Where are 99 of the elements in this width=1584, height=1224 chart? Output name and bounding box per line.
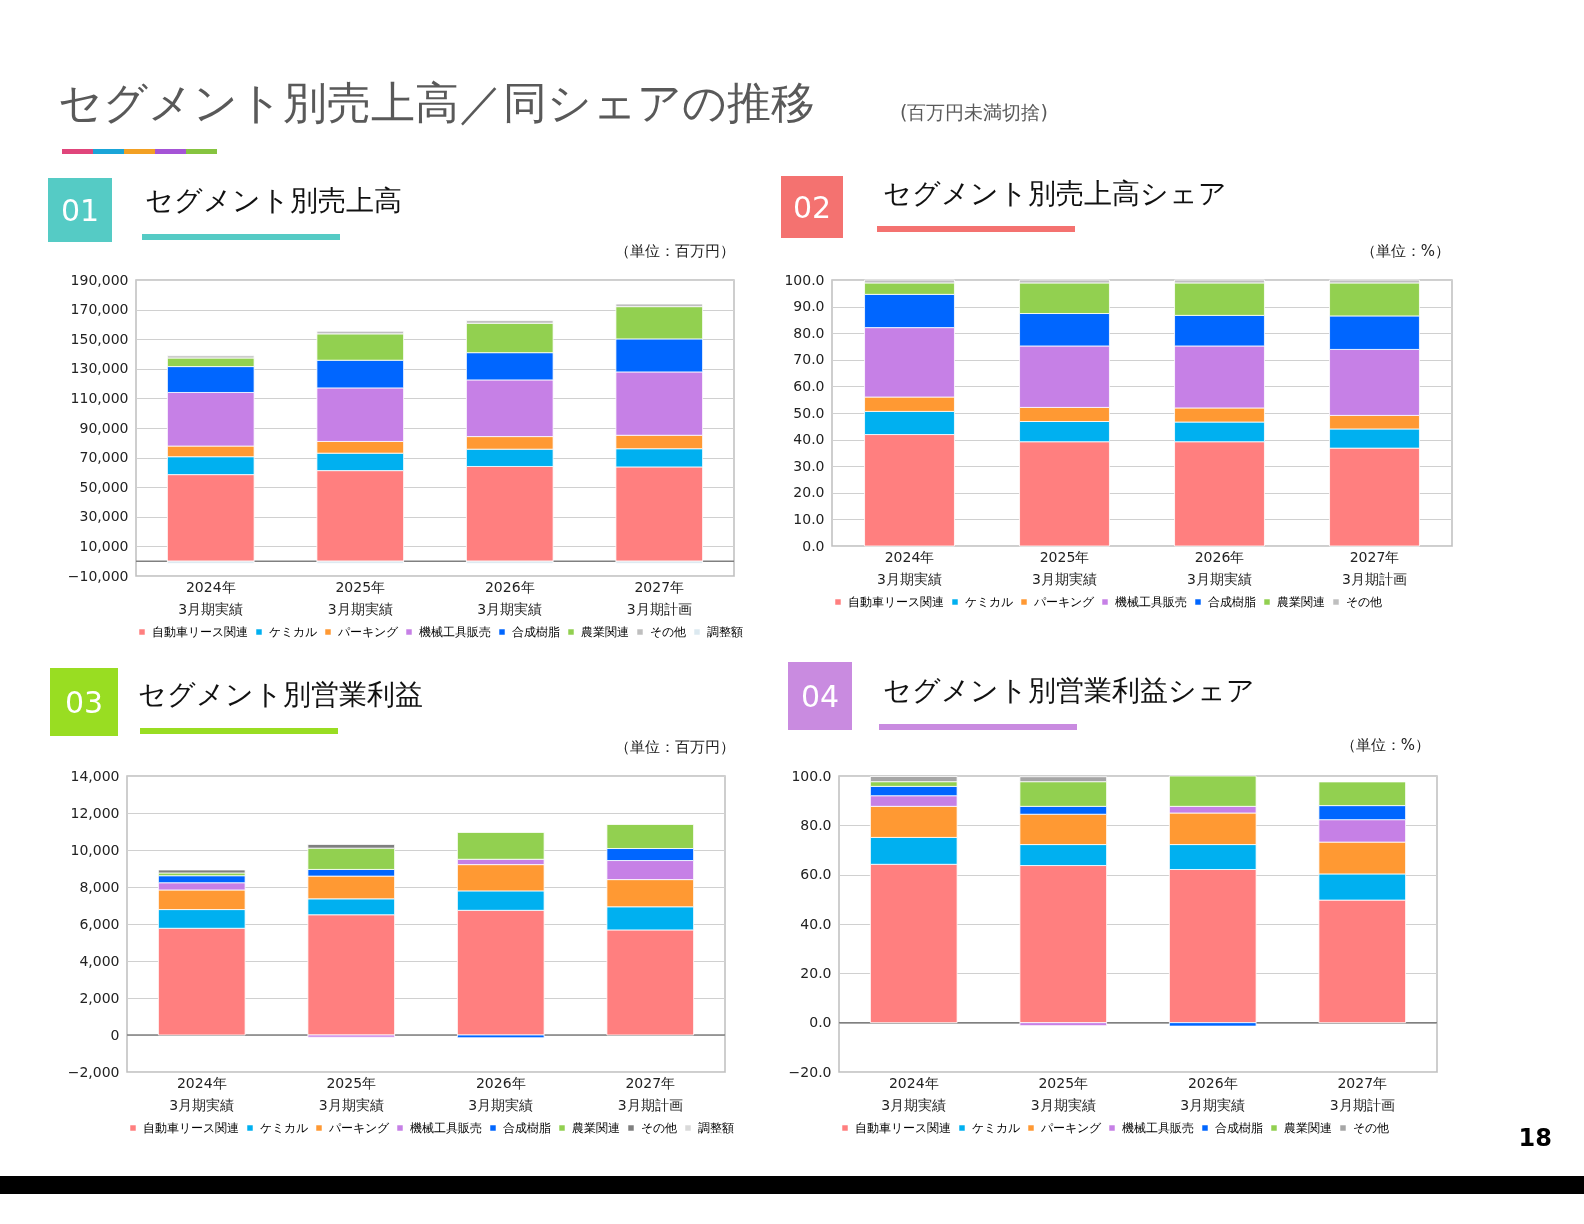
y-tick-label: 0.0 (802, 537, 825, 554)
legend-label: パーキング (328, 1121, 390, 1135)
legend-label: 機械工具販売 (1115, 595, 1187, 609)
y-tick-label: 30.0 (793, 457, 825, 474)
legend-label: 合成樹脂 (512, 625, 560, 639)
y-tick-label: 0.0 (809, 1014, 832, 1031)
y-tick-label: 90.0 (793, 298, 825, 315)
legend-label: その他 (1353, 1121, 1389, 1135)
chart-title: セグメント別売上高シェア (883, 176, 1227, 212)
chart-title: セグメント別営業利益シェア (883, 673, 1255, 709)
y-axis-title: （単位：%） (1360, 242, 1450, 261)
y-tick-label: 100.0 (784, 271, 825, 288)
text: (百万円未満切捨) (900, 100, 1048, 125)
legend-label: 自動車リース関連 (143, 1121, 239, 1135)
y-tick-label: 8,000 (79, 878, 120, 895)
y-tick-label: 0 (110, 1026, 120, 1043)
text: セグメント別売上高／同シェアの推移 (58, 76, 815, 130)
legend-label: ケミカル (972, 1121, 1020, 1135)
y-tick-label: 50.0 (793, 404, 825, 421)
y-axis-title: （単位：百万円） (615, 242, 735, 261)
y-tick-label: 100.0 (791, 767, 832, 784)
x-tick-label: 2026年 3月期実績 (477, 578, 543, 617)
legend-label: ケミカル (260, 1121, 308, 1135)
x-tick-label: 2025年 3月期実績 (1032, 548, 1097, 587)
x-tick-label: 2026年 3月期実績 (1187, 548, 1252, 587)
chart-title: セグメント別売上高 (145, 183, 402, 219)
legend-label: 農業関連 (1284, 1121, 1332, 1135)
y-tick-label: 70,000 (79, 449, 129, 466)
y-tick-label: 90,000 (79, 419, 129, 436)
x-tick-label: 2024年 3月期実績 (877, 548, 942, 587)
y-tick-label: −2,000 (67, 1063, 120, 1080)
y-tick-label: −10,000 (67, 567, 129, 584)
y-tick-label: 190,000 (70, 271, 129, 288)
text: 04 (788, 662, 852, 730)
x-tick-label: 2027年 3月期計画 (1329, 1074, 1395, 1113)
y-tick-label: 50,000 (79, 478, 129, 495)
y-tick-label: 10.0 (793, 510, 825, 527)
x-tick-label: 2027年 3月期計画 (617, 1074, 683, 1113)
x-tick-label: 2025年 3月期実績 (327, 578, 393, 617)
legend-label: その他 (641, 1121, 677, 1135)
text: 03 (50, 668, 118, 736)
legend-label: 機械工具販売 (419, 625, 491, 639)
y-tick-label: 12,000 (70, 804, 120, 821)
legend-label: その他 (650, 625, 686, 639)
x-tick-label: 2024年 3月期実績 (169, 1074, 235, 1113)
y-axis-title: （単位：%） (1340, 736, 1430, 755)
legend-label: その他 (1346, 595, 1382, 609)
legend-label: 農業関連 (581, 625, 629, 639)
text: 01 (48, 178, 112, 242)
y-tick-label: 2,000 (79, 989, 120, 1006)
legend-label: 農業関連 (572, 1121, 620, 1135)
y-tick-label: 130,000 (70, 360, 129, 377)
y-tick-label: 10,000 (79, 537, 129, 554)
y-tick-label: 70.0 (793, 351, 825, 368)
x-tick-label: 2026年 3月期実績 (468, 1074, 534, 1113)
legend-label: 合成樹脂 (1215, 1121, 1263, 1135)
y-tick-label: 20.0 (800, 964, 832, 981)
y-tick-label: 14,000 (70, 767, 120, 784)
y-tick-label: 20.0 (793, 484, 825, 501)
legend-label: 合成樹脂 (503, 1121, 551, 1135)
legend-label: ケミカル (269, 625, 317, 639)
y-tick-label: 10,000 (70, 841, 120, 858)
legend-label: 調整額 (707, 625, 743, 639)
y-tick-label: 80.0 (800, 816, 832, 833)
x-tick-label: 2024年 3月期実績 (881, 1074, 947, 1113)
x-tick-label: 2027年 3月期計画 (626, 578, 692, 617)
legend-label: 調整額 (698, 1121, 734, 1135)
legend-label: ケミカル (965, 595, 1013, 609)
legend-label: 自動車リース関連 (152, 625, 248, 639)
legend-label: 自動車リース関連 (855, 1121, 951, 1135)
legend-label: パーキング (1033, 595, 1095, 609)
chart-title: セグメント別営業利益 (138, 677, 423, 713)
y-tick-label: −20.0 (788, 1063, 832, 1080)
y-tick-label: 6,000 (79, 915, 120, 932)
y-tick-label: 40.0 (800, 915, 832, 932)
legend-label: 機械工具販売 (1122, 1121, 1194, 1135)
y-tick-label: 30,000 (79, 508, 129, 525)
x-tick-label: 2025年 3月期実績 (1030, 1074, 1096, 1113)
y-axis-title: （単位：百万円） (615, 738, 735, 757)
x-tick-label: 2027年 3月期計画 (1342, 548, 1407, 587)
x-tick-label: 2025年 3月期実績 (318, 1074, 384, 1113)
text: 02 (781, 176, 843, 238)
y-tick-label: 170,000 (70, 301, 129, 318)
y-tick-label: 60.0 (793, 377, 825, 394)
legend-label: パーキング (1040, 1121, 1102, 1135)
legend-label: 機械工具販売 (410, 1121, 482, 1135)
y-tick-label: 4,000 (79, 952, 120, 969)
legend-label: 農業関連 (1277, 595, 1325, 609)
x-tick-label: 2024年 3月期実績 (178, 578, 244, 617)
y-tick-label: 110,000 (70, 389, 129, 406)
y-tick-label: 80.0 (793, 324, 825, 341)
x-tick-label: 2026年 3月期実績 (1180, 1074, 1246, 1113)
text: 18 (1518, 1124, 1552, 1152)
legend-label: 合成樹脂 (1208, 595, 1256, 609)
y-tick-label: 150,000 (70, 330, 129, 347)
legend-label: 自動車リース関連 (848, 595, 944, 609)
legend-label: パーキング (337, 625, 399, 639)
y-tick-label: 60.0 (800, 866, 832, 883)
y-tick-label: 40.0 (793, 431, 825, 448)
